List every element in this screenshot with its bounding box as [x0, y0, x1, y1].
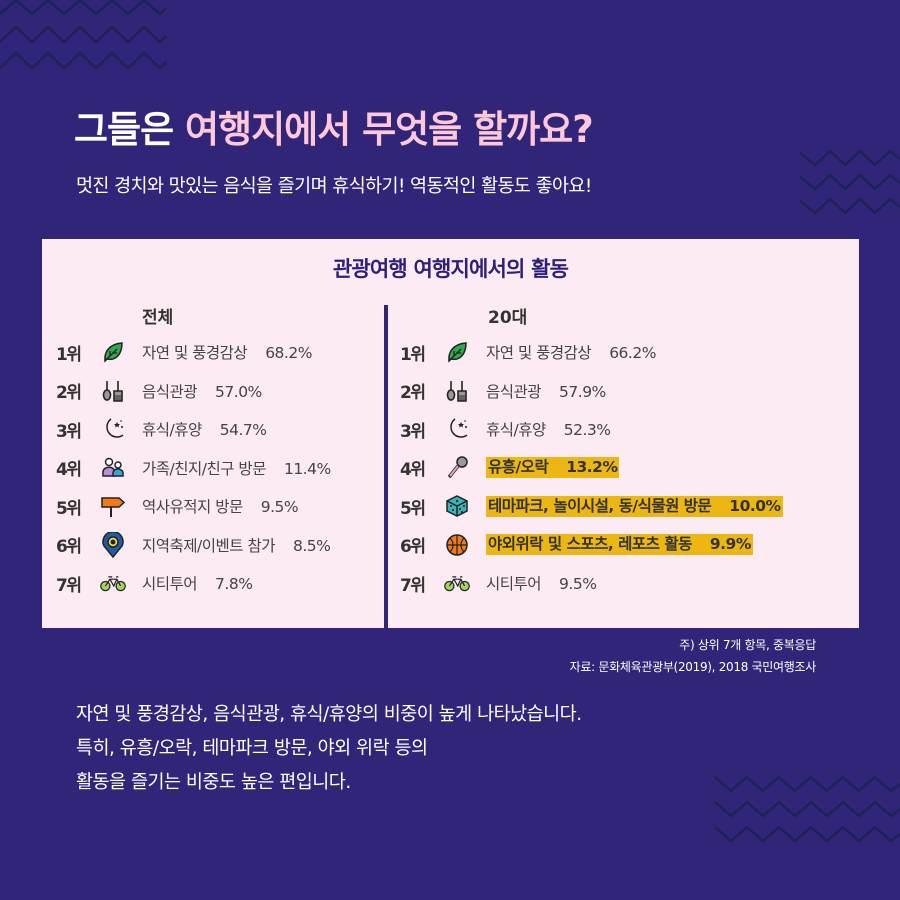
- rank-label: 5위: [56, 498, 82, 519]
- title-part-pink: 여행지에서 무엇을 할까요?: [185, 108, 594, 151]
- summary-line: 활동을 즐기는 비중도 높은 편입니다.: [76, 772, 351, 793]
- activity-label: 가족/친지/친구 방문 11.4%: [142, 459, 331, 478]
- rank-label: 4위: [400, 460, 426, 481]
- column-divider: [384, 305, 388, 628]
- rank-label: 1위: [400, 344, 426, 365]
- zigzag-decoration-right: [800, 145, 900, 215]
- dice-icon: [444, 493, 470, 519]
- moon-icon: [100, 416, 126, 442]
- activity-label: 음식관광 57.0%: [142, 382, 262, 401]
- activity-card: 관광여행 여행지에서의 활동 전체 1위 자연 및 풍경감상 68.2% 2위 음…: [42, 239, 859, 628]
- column-heading: 20대: [488, 308, 528, 328]
- list-item: 2위 음식관광 57.0%: [56, 372, 331, 411]
- column-overall: 전체 1위 자연 및 풍경감상 68.2% 2위 음식관광 57.0% 3위 휴식/…: [56, 303, 331, 603]
- bicycle-icon: [444, 570, 470, 596]
- list-item: 4위 가족/친지/친구 방문 11.4%: [56, 449, 331, 488]
- summary-line: 특히, 유흥/오락, 테마파크 방문, 야외 위락 등의: [76, 738, 428, 759]
- rank-label: 4위: [56, 460, 82, 481]
- zigzag-decoration-bottom-right: [715, 775, 900, 850]
- list-item: 3위 휴식/휴양 54.7%: [56, 410, 331, 449]
- page-title: 그들은 여행지에서 무엇을 할까요?: [74, 104, 594, 156]
- list-item: 5위 역사유적지 방문 9.5%: [56, 487, 331, 526]
- rank-label: 1위: [56, 344, 82, 365]
- activity-label: 휴식/휴양 54.7%: [142, 421, 267, 440]
- rank-label: 6위: [400, 537, 426, 558]
- list-item: 1위 자연 및 풍경감상 68.2%: [56, 333, 331, 372]
- list-item: 6위 야외위락 및 스포츠, 레포츠 활동 9.9%: [400, 526, 783, 565]
- summary-line: 자연 및 풍경감상, 음식관광, 휴식/휴양의 비중이 높게 나타났습니다.: [76, 704, 582, 725]
- leaf-icon: [100, 339, 126, 365]
- rank-label: 2위: [400, 383, 426, 404]
- activity-label: 자연 및 풍경감상 68.2%: [142, 344, 312, 363]
- list-item: 6위 지역축제/이벤트 참가 8.5%: [56, 526, 331, 565]
- microphone-icon: [444, 455, 470, 481]
- map-pin-icon: [100, 531, 126, 558]
- activity-label: 지역축제/이벤트 참가 8.5%: [142, 536, 331, 555]
- activity-label: 시티투어 9.5%: [486, 575, 597, 594]
- basketball-icon: [444, 532, 470, 558]
- footnote: 주) 상위 7개 항목, 중복응답: [679, 638, 816, 652]
- list-item: 3위 휴식/휴양 52.3%: [400, 410, 783, 449]
- list-item: 2위 음식관광 57.9%: [400, 372, 783, 411]
- activity-label: 시티투어 7.8%: [142, 575, 253, 594]
- utensils-icon: [100, 378, 126, 404]
- list-item: 5위 테마파크, 놀이시설, 동/식물원 방문 10.0%: [400, 487, 783, 526]
- signpost-icon: [100, 493, 126, 519]
- title-part-white: 그들은: [74, 108, 186, 151]
- rank-label: 3위: [400, 421, 426, 442]
- list-item: 1위 자연 및 풍경감상 66.2%: [400, 333, 783, 372]
- column-heading: 전체: [142, 308, 174, 328]
- card-title: 관광여행 여행지에서의 활동: [332, 257, 569, 281]
- people-icon: [100, 455, 126, 481]
- activity-label: 휴식/휴양 52.3%: [486, 421, 611, 440]
- source-note: 자료: 문화체육관광부(2019), 2018 국민여행조사: [569, 660, 817, 674]
- rank-label: 7위: [56, 575, 82, 596]
- column-20s: 20대 1위 자연 및 풍경감상 66.2% 2위 음식관광 57.9% 3위 휴식…: [400, 303, 783, 603]
- utensils-icon: [444, 378, 470, 404]
- list-item: 7위 시티투어 9.5%: [400, 564, 783, 603]
- zigzag-decoration-top-left: [0, 0, 170, 75]
- rank-label: 3위: [56, 421, 82, 442]
- activity-label: 자연 및 풍경감상 66.2%: [486, 344, 656, 363]
- rank-label: 5위: [400, 498, 426, 519]
- activity-label-highlighted: 테마파크, 놀이시설, 동/식물원 방문 10.0%: [486, 495, 783, 517]
- list-item: 7위 시티투어 7.8%: [56, 564, 331, 603]
- rank-label: 6위: [56, 537, 82, 558]
- list-item: 4위 유흥/오락 13.2%: [400, 449, 783, 488]
- summary-text: 자연 및 풍경감상, 음식관광, 휴식/휴양의 비중이 높게 나타났습니다. 특…: [76, 698, 582, 800]
- page-subtitle: 멋진 경치와 맛있는 음식을 즐기며 휴식하기! 역동적인 활동도 좋아요!: [76, 176, 592, 197]
- rank-label: 2위: [56, 383, 82, 404]
- bicycle-icon: [100, 570, 126, 596]
- activity-label-highlighted: 야외위락 및 스포츠, 레포츠 활동 9.9%: [486, 534, 753, 556]
- rank-label: 7위: [400, 575, 426, 596]
- activity-label: 역사유적지 방문 9.5%: [142, 498, 299, 517]
- leaf-icon: [444, 339, 470, 365]
- activity-label-highlighted: 유흥/오락 13.2%: [486, 457, 620, 479]
- moon-icon: [444, 416, 470, 442]
- activity-label: 음식관광 57.9%: [486, 382, 606, 401]
